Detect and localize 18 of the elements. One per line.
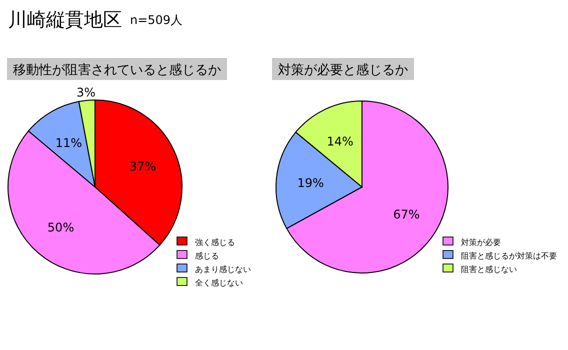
- data-label: 14%: [326, 134, 354, 148]
- chart-title: 移動性が阻害されていると感じるか: [13, 62, 221, 78]
- legend-label: 全く感じない: [195, 278, 243, 288]
- legend-label: 感じる: [195, 252, 219, 260]
- legend-label: 阻害と感じない: [461, 265, 517, 274]
- legend-label: 強く感じる: [195, 238, 235, 247]
- data-label: 3%: [76, 86, 96, 100]
- legend-label: 阻害と感じるが対策は不要: [461, 252, 557, 260]
- data-label: 11%: [55, 136, 82, 150]
- data-label: 67%: [393, 207, 420, 222]
- legend-label: 対策が必要: [461, 238, 501, 247]
- text: n=509人: [130, 13, 183, 27]
- chart-title: 対策が必要と感じるか: [278, 62, 408, 78]
- data-label: 50%: [47, 220, 74, 234]
- data-label: 37%: [129, 160, 156, 174]
- legend-label: あまり感じない: [195, 265, 251, 274]
- data-label: 19%: [297, 176, 324, 190]
- text: 川崎縦貫地区: [8, 9, 122, 31]
